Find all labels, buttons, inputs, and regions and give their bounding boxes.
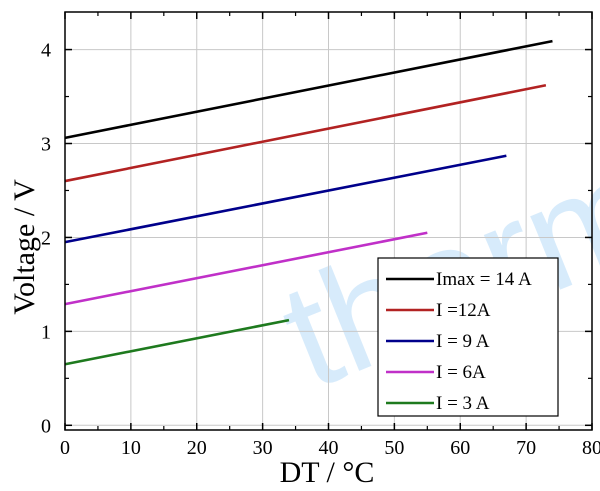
x-tick-label: 0 — [60, 437, 70, 459]
x-tick-label: 10 — [121, 437, 141, 459]
x-tick-label: 50 — [384, 437, 404, 459]
legend-box — [377, 257, 559, 417]
series-line — [64, 83, 547, 183]
y-tick-labels: 0 1 2 3 4 — [41, 40, 51, 438]
y-axis-title: Voltage / V — [8, 179, 41, 315]
series-lines — [64, 39, 553, 366]
series-line — [64, 154, 507, 244]
legend-label: I = 6A — [436, 362, 486, 383]
series-line — [64, 318, 290, 366]
y-tick-label: 2 — [41, 227, 51, 249]
y-tick-label: 3 — [41, 134, 51, 156]
x-tick-label: 70 — [516, 437, 536, 459]
x-tick-label: 20 — [187, 437, 207, 459]
y-tick-label: 4 — [41, 40, 51, 62]
legend-label: Imax = 14 A — [436, 269, 532, 290]
legend-label: I = 9 A — [436, 331, 490, 352]
axis-ticks — [64, 12, 593, 430]
x-tick-labels: 0 10 20 30 40 50 60 70 80 — [60, 437, 600, 459]
x-axis-title: DT / °C — [280, 456, 375, 489]
y-tick-label: 0 — [41, 415, 51, 437]
x-tick-label: 60 — [450, 437, 470, 459]
x-tick-label: 40 — [319, 437, 339, 459]
y-tick-label: 1 — [41, 321, 51, 343]
series-line — [64, 231, 428, 306]
series-line — [64, 39, 553, 140]
legend-label: I =12A — [436, 300, 491, 321]
x-tick-label: 80 — [582, 437, 600, 459]
legend-label: I = 3 A — [436, 393, 490, 414]
legend: Imax = 14 A I =12A I = 9 A I = 6A I = 3 A — [377, 257, 559, 417]
gridlines — [65, 12, 592, 430]
x-tick-label: 30 — [253, 437, 273, 459]
